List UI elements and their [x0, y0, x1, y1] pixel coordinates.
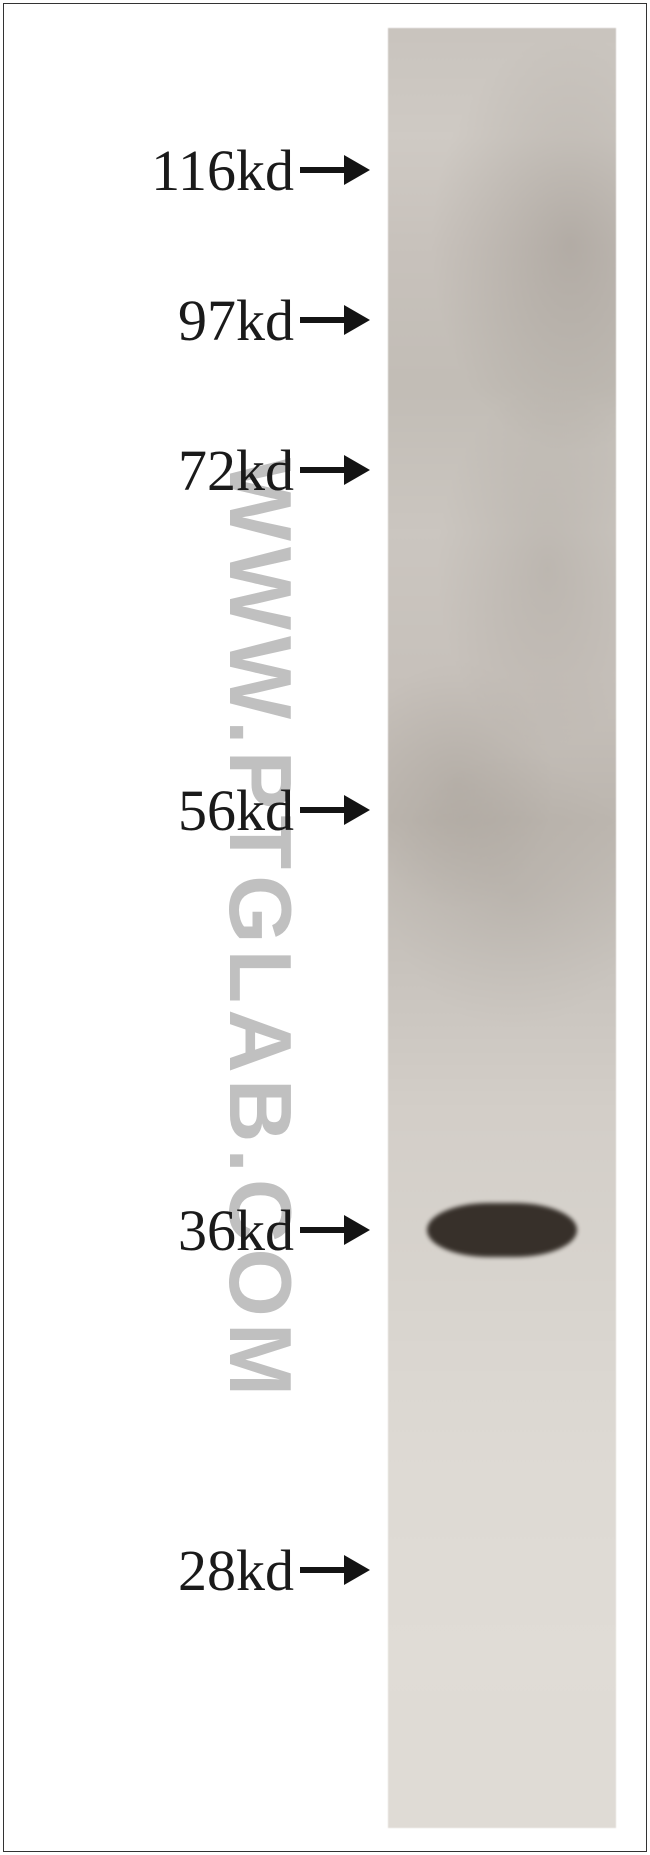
marker-label: 36kd [178, 1197, 294, 1264]
marker-label: 72kd [178, 437, 294, 504]
marker-row: 72kd [178, 440, 370, 500]
marker-row: 28kd [178, 1540, 370, 1600]
protein-band [427, 1203, 577, 1257]
marker-row: 56kd [178, 780, 370, 840]
marker-label: 97kd [178, 287, 294, 354]
marker-row: 116kd [151, 140, 370, 200]
marker-row: 97kd [178, 290, 370, 350]
arrow-right-icon [300, 305, 370, 335]
marker-label: 116kd [151, 137, 294, 204]
arrow-right-icon [300, 1215, 370, 1245]
marker-label: 56kd [178, 777, 294, 844]
arrow-right-icon [300, 1555, 370, 1585]
marker-label: 28kd [178, 1537, 294, 1604]
arrow-right-icon [300, 795, 370, 825]
arrow-right-icon [300, 455, 370, 485]
western-blot-figure: WWW.PTGLAB.COM 116kd97kd72kd56kd36kd28kd [0, 0, 650, 1855]
blot-lane [388, 28, 616, 1828]
arrow-right-icon [300, 155, 370, 185]
marker-row: 36kd [178, 1200, 370, 1260]
